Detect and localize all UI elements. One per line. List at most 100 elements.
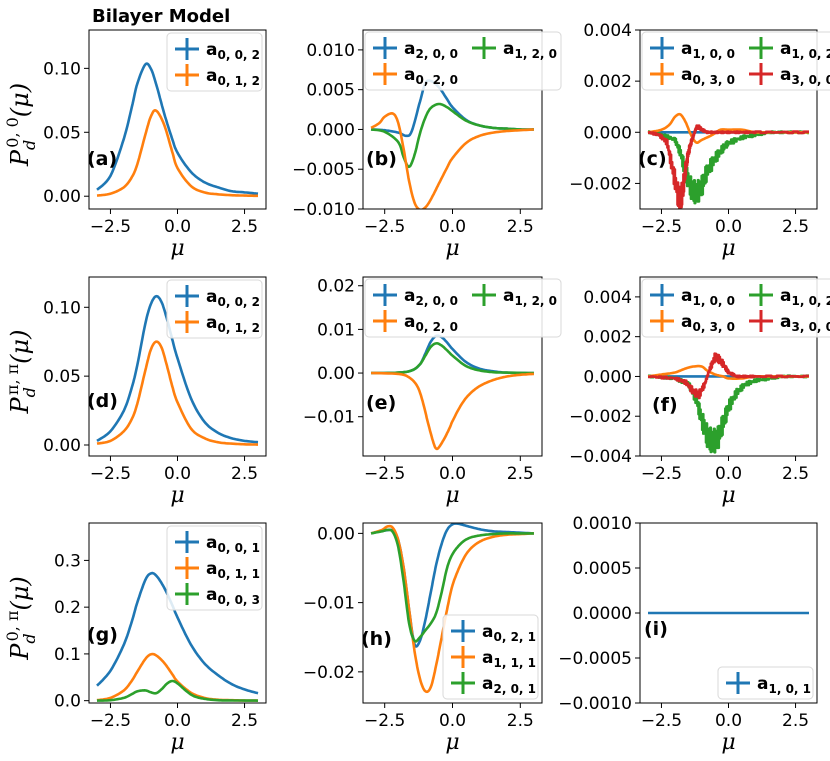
legend-item-a1,2,0: a1, 2, 0 (472, 284, 557, 308)
legend-label-base: a (681, 286, 692, 306)
legend-item-a1,0,0: a1, 0, 0 (650, 284, 735, 308)
y-label-sub: d (20, 140, 39, 150)
figure-title: Bilayer Model (92, 6, 230, 27)
legend-label: a1, 0, 1 (757, 674, 811, 696)
panel-label: (b) (366, 148, 397, 170)
panel-label: (c) (638, 148, 667, 170)
legend-label: a2, 0, 1 (482, 674, 536, 696)
legend-item-a0,0,2: a0, 0, 2 (175, 38, 260, 62)
x-tick-label: −2.5 (641, 217, 682, 237)
y-tick-label: 0.05 (43, 367, 81, 387)
y-label-arg: (μ) (6, 576, 34, 610)
legend-label-base: a (206, 559, 217, 579)
legend-label-base: a (404, 312, 415, 332)
legend-box (166, 525, 263, 611)
y-tick-label: 0.0000 (573, 604, 632, 624)
legend-label-base: a (757, 674, 768, 694)
legend-label-sub: 0, 2, 0 (415, 73, 458, 87)
series-line-a3,0,0 (647, 124, 809, 209)
panel-label: (d) (87, 390, 118, 412)
legend: a1, 0, 0 a1, 0, 2a0, 3, 0 a3, 0, 0 (641, 278, 830, 338)
legend-label-base: a (404, 65, 415, 85)
legend-label: a0, 0, 2 (206, 287, 260, 309)
series-line-a2,0,1 (370, 528, 535, 643)
x-tick-label: 2.5 (231, 217, 258, 237)
y-tick-label: 0.10 (43, 298, 81, 318)
legend-label-base: a (404, 39, 415, 59)
y-tick-label: 0.05 (43, 123, 81, 143)
panel-d: −2.5 0.0 2.5 0.00 0.05 0.10 μ Pdπ, π(μ) (d) a0, 0… (3, 276, 267, 508)
series-group (96, 571, 259, 702)
legend-label-sub: 1, 0, 1 (768, 682, 811, 696)
legend-label-sub: 0, 1, 2 (217, 74, 260, 88)
legend-label: a2, 0, 0 (404, 286, 458, 308)
x-tick-label: 2.5 (782, 464, 809, 484)
series-line-a0,2,0 (371, 371, 535, 451)
y-tick-label: 0.01 (317, 320, 355, 340)
x-tick-label: −2.5 (90, 711, 131, 731)
legend-item-a0,1,1: a0, 1, 1 (175, 557, 260, 581)
legend-label-base: a (404, 286, 415, 306)
series-line-a0,0,1 (96, 571, 259, 695)
y-axis-label: Pd0, π(μ) (3, 576, 39, 661)
legend-label-sub: 0, 2, 0 (415, 320, 458, 334)
legend-label-sub: 2, 0, 0 (415, 47, 458, 61)
y-tick-label: −0.0010 (558, 694, 632, 714)
x-tick-label: 0.0 (715, 217, 742, 237)
legend-item-a1,0,2: a1, 0, 2 (749, 37, 830, 61)
series-line-a0,0,2 (96, 294, 259, 444)
legend-label-base: a (206, 585, 217, 605)
y-tick-label: 0.2 (54, 598, 81, 618)
y-tick-label: 0.004 (583, 288, 632, 308)
legend-label-base: a (206, 533, 217, 553)
legend-label: a1, 0, 2 (780, 39, 830, 61)
panel-label: (a) (87, 148, 117, 170)
legend: a0, 0, 2 a0, 1, 2 (166, 279, 263, 339)
y-tick-label: 0.0005 (573, 559, 632, 579)
series-line-a0,1,2 (96, 340, 259, 446)
x-tick-label: 2.5 (782, 711, 809, 731)
legend-label-sub: 1, 0, 2 (791, 294, 830, 308)
legend-label-sub: 0, 0, 2 (217, 295, 260, 309)
legend-label: a0, 0, 3 (206, 585, 260, 607)
x-tick-label: 2.5 (507, 217, 534, 237)
y-tick-label: −0.002 (569, 174, 632, 194)
legend-label-sub: 1, 2, 0 (514, 47, 557, 61)
x-tick-label: 0.0 (439, 217, 466, 237)
y-label-sup: 0, π (3, 611, 22, 642)
legend-label-base: a (482, 674, 493, 694)
x-axis-label: μ (170, 236, 184, 261)
y-tick-label: 0.00 (317, 364, 355, 384)
x-tick-label: 2.5 (507, 711, 534, 731)
x-tick-label: 0.0 (164, 711, 191, 731)
x-tick-label: 0.0 (439, 711, 466, 731)
y-tick-label: −0.010 (292, 200, 355, 220)
legend-label: a0, 3, 0 (681, 312, 735, 334)
x-tick-label: −2.5 (641, 464, 682, 484)
legend-label-base: a (482, 622, 493, 642)
legend-label: a0, 1, 2 (206, 313, 260, 335)
y-label-sup: π, π (3, 364, 22, 395)
legend-item-a0,0,3: a0, 0, 3 (175, 583, 260, 607)
x-tick-label: −2.5 (90, 464, 131, 484)
legend-item-a1,0,0: a1, 0, 0 (650, 37, 735, 61)
legend-label-sub: 0, 0, 2 (217, 48, 260, 62)
legend-item-a2,0,0: a2, 0, 0 (373, 284, 458, 308)
x-tick-label: 2.5 (507, 464, 534, 484)
legend-label: a0, 1, 2 (206, 66, 260, 88)
legend: a0, 0, 1a0, 1, 1a0, 0, 3 (166, 525, 263, 611)
series-group (647, 352, 809, 454)
series-line-a0,0,3 (96, 679, 259, 702)
y-axis-label: Pdπ, π(μ) (3, 330, 39, 415)
series-group (370, 523, 535, 694)
y-label-main: P (6, 643, 34, 661)
legend-label-base: a (780, 286, 791, 306)
legend-label: a0, 2, 0 (404, 65, 458, 87)
y-tick-label: −0.004 (569, 447, 632, 467)
legend-item-a0,2,1: a0, 2, 1 (451, 620, 536, 644)
legend: a2, 0, 0 a 1, 2, 0 a0, 2, 0 (364, 31, 562, 91)
y-tick-label: −0.01 (303, 594, 355, 614)
y-tick-label: 0.10 (43, 59, 81, 79)
y-tick-label: 0.1 (54, 645, 81, 665)
